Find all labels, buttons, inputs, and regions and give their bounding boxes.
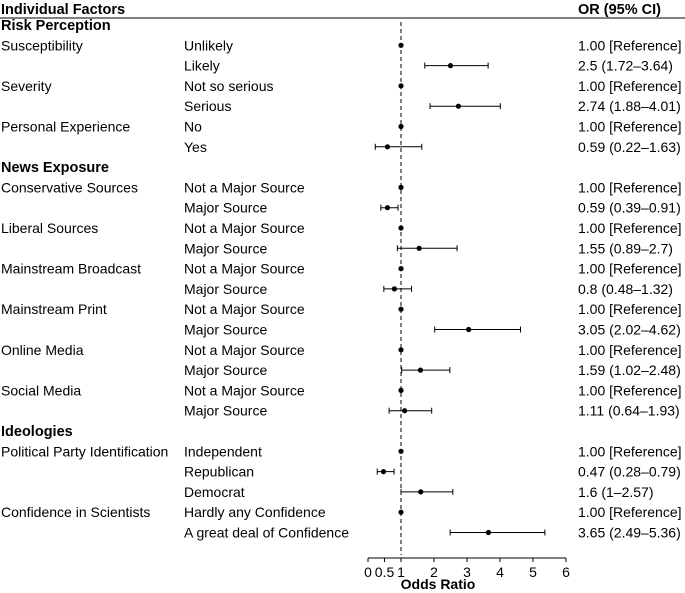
x-tick-label: 4 bbox=[496, 564, 504, 580]
level-label: Major Source bbox=[184, 403, 267, 419]
factor-label: Political Party Identification bbox=[1, 443, 168, 459]
point-estimate bbox=[485, 529, 492, 536]
point-estimate bbox=[402, 408, 408, 414]
or-ci-value: 1.00 [Reference] bbox=[578, 179, 682, 195]
point-estimate bbox=[398, 42, 404, 48]
point-estimate bbox=[398, 306, 404, 312]
or-ci-value: 1.59 (1.02–2.48) bbox=[578, 362, 681, 378]
factor-label: Online Media bbox=[1, 342, 84, 358]
level-label: Hardly any Confidence bbox=[184, 504, 326, 520]
level-label: No bbox=[184, 119, 202, 135]
level-label: Not a Major Source bbox=[184, 179, 305, 195]
point-estimate bbox=[398, 387, 404, 393]
point-estimate bbox=[398, 83, 404, 89]
x-tick-label: 6 bbox=[562, 564, 570, 580]
or-ci-value: 1.00 [Reference] bbox=[578, 78, 682, 94]
x-tick-label: 3 bbox=[463, 564, 471, 580]
or-ci-value: 0.59 (0.22–1.63) bbox=[578, 139, 681, 155]
point-estimate bbox=[466, 326, 472, 333]
level-label: Major Source bbox=[184, 362, 267, 378]
level-label: A great deal of Confidence bbox=[184, 525, 349, 541]
header-individual-factors: Individual Factors bbox=[1, 2, 125, 18]
point-estimate bbox=[380, 469, 387, 475]
level-label: Not a Major Source bbox=[184, 261, 305, 277]
level-label: Major Source bbox=[184, 240, 267, 256]
or-ci-value: 1.00 [Reference] bbox=[578, 504, 682, 520]
or-ci-value: 3.65 (2.49–5.36) bbox=[578, 525, 681, 541]
factor-label: Personal Experience bbox=[1, 119, 130, 135]
or-ci-value: 1.55 (0.89–2.7) bbox=[578, 240, 673, 256]
or-ci-value: 1.00 [Reference] bbox=[578, 342, 682, 358]
point-estimate bbox=[417, 367, 424, 373]
factor-label: Liberal Sources bbox=[1, 220, 98, 236]
factor-label: Mainstream Broadcast bbox=[1, 261, 141, 277]
point-estimate bbox=[384, 144, 391, 150]
or-ci-value: 1.00 [Reference] bbox=[578, 301, 682, 317]
or-ci-value: 1.11 (0.64–1.93) bbox=[578, 403, 680, 419]
or-ci-value: 0.47 (0.28–0.79) bbox=[578, 464, 681, 480]
level-label: Not a Major Source bbox=[184, 382, 305, 398]
or-ci-value: 0.8 (0.48–1.32) bbox=[578, 281, 673, 297]
plot-area bbox=[374, 22, 546, 555]
factor-label: Social Media bbox=[1, 382, 81, 398]
level-label: Major Source bbox=[184, 322, 267, 338]
level-label: Yes bbox=[184, 139, 207, 155]
level-label: Major Source bbox=[184, 281, 267, 297]
point-estimate bbox=[416, 245, 422, 251]
point-estimate bbox=[398, 448, 404, 454]
or-ci-value: 1.00 [Reference] bbox=[578, 382, 682, 398]
x-tick-label: 1 bbox=[397, 564, 405, 580]
or-ci-value: 1.00 [Reference] bbox=[578, 443, 682, 459]
section-heading: Ideologies bbox=[1, 424, 73, 440]
or-ci-value: 1.6 (1–2.57) bbox=[578, 484, 654, 500]
level-label: Unlikely bbox=[184, 37, 233, 53]
point-estimate bbox=[398, 225, 404, 231]
or-ci-value: 0.59 (0.39–0.91) bbox=[578, 200, 681, 216]
level-label: Not a Major Source bbox=[184, 301, 305, 317]
or-ci-value: 1.00 [Reference] bbox=[578, 220, 682, 236]
point-estimate bbox=[418, 489, 424, 495]
header-or-ci: OR (95% CI) bbox=[578, 2, 661, 18]
level-label: Not a Major Source bbox=[184, 342, 305, 358]
point-estimate bbox=[398, 509, 404, 515]
x-axis: Odds Ratio 0 0.5 1 2 3 4 5 6 bbox=[364, 557, 570, 592]
or-ci-value: 3.05 (2.02–4.62) bbox=[578, 322, 681, 338]
point-estimate bbox=[391, 286, 397, 292]
or-ci-value: 1.00 [Reference] bbox=[578, 261, 682, 277]
factor-label: Susceptibility bbox=[1, 37, 83, 53]
or-ci-value: 2.74 (1.88–4.01) bbox=[578, 98, 681, 114]
table-header: Individual Factors OR (95% CI) bbox=[0, 2, 685, 19]
level-label: Republican bbox=[184, 464, 254, 480]
point-estimate bbox=[447, 63, 454, 69]
point-estimate bbox=[398, 123, 404, 130]
table-rows: Risk Perception Susceptibility Unlikely 1.0… bbox=[1, 18, 682, 541]
section-heading: News Exposure bbox=[1, 160, 109, 176]
factor-label: Confidence in Scientists bbox=[1, 504, 150, 520]
factor-label: Severity bbox=[1, 78, 52, 94]
level-label: Major Source bbox=[184, 200, 267, 216]
factor-label: Mainstream Print bbox=[1, 301, 107, 317]
or-ci-value: 1.00 [Reference] bbox=[578, 37, 682, 53]
x-tick-label: 0.5 bbox=[375, 564, 395, 580]
point-estimate bbox=[384, 205, 391, 211]
level-label: Democrat bbox=[184, 484, 245, 500]
point-estimate bbox=[455, 103, 462, 109]
or-ci-value: 1.00 [Reference] bbox=[578, 119, 682, 135]
level-label: Independent bbox=[184, 443, 262, 459]
level-label: Likely bbox=[184, 58, 220, 74]
level-label: Not so serious bbox=[184, 78, 273, 94]
x-tick-label: 5 bbox=[529, 564, 537, 580]
or-ci-value: 2.5 (1.72–3.64) bbox=[578, 58, 673, 74]
point-estimate bbox=[398, 266, 404, 272]
x-axis-label: Odds Ratio bbox=[401, 576, 476, 592]
level-label: Serious bbox=[184, 98, 231, 114]
level-label: Not a Major Source bbox=[184, 220, 305, 236]
point-estimate bbox=[398, 184, 404, 190]
factor-label: Conservative Sources bbox=[1, 179, 138, 195]
point-estimate bbox=[398, 347, 404, 353]
x-tick-label: 0 bbox=[364, 564, 372, 580]
x-tick-label: 2 bbox=[430, 564, 438, 580]
section-heading: Risk Perception bbox=[1, 18, 111, 34]
